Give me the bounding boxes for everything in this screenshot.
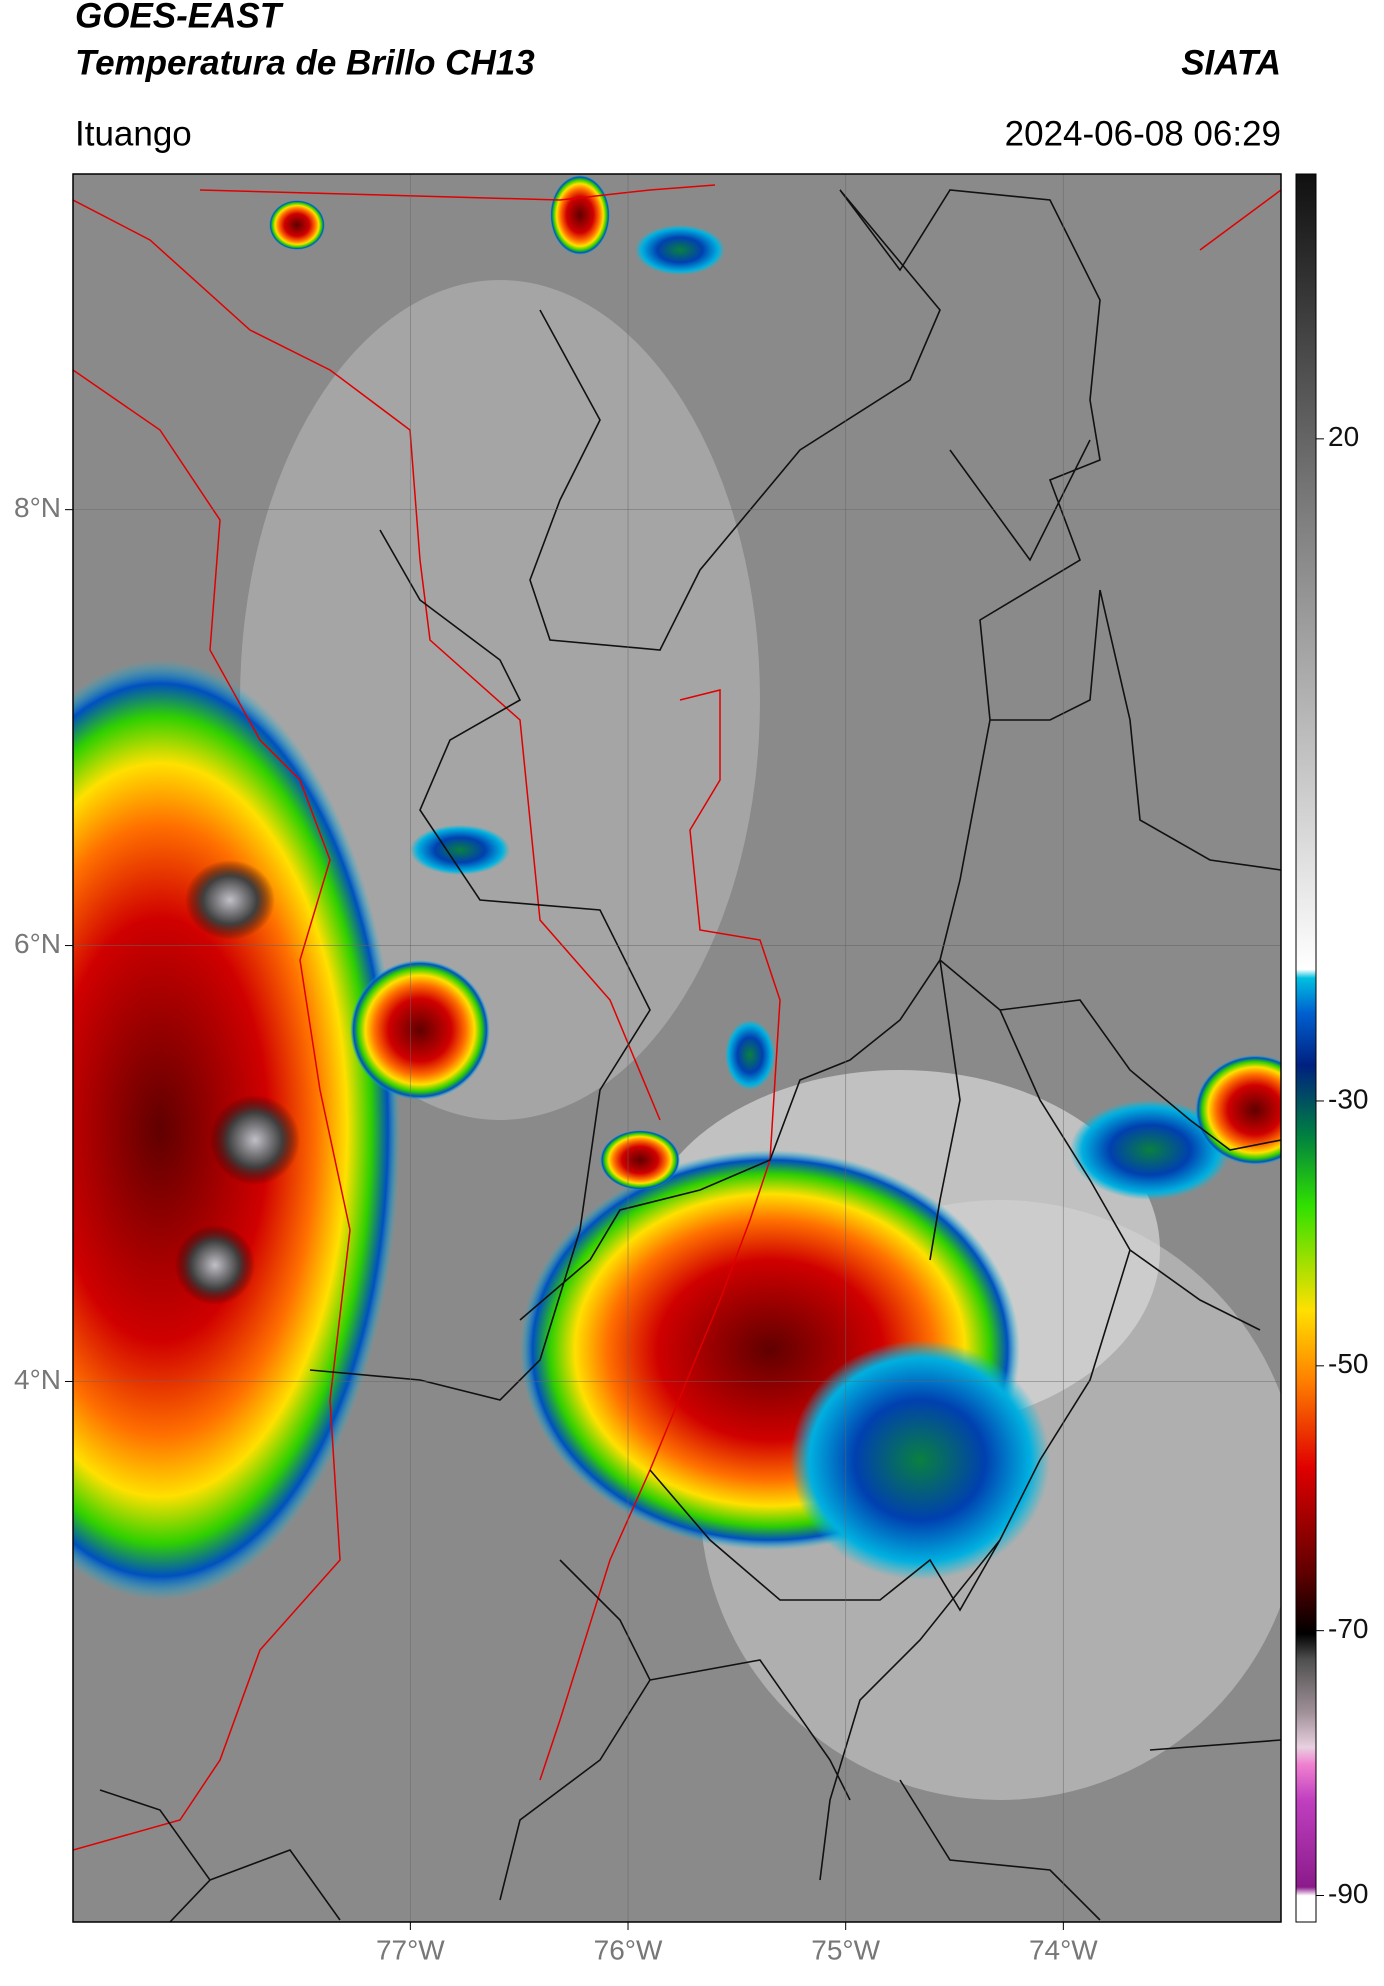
lon-tick-label: 75°W [811,1934,880,1965]
storm [269,200,325,250]
storm [1195,1055,1281,1165]
lat-tick-label: 8°N [14,492,61,523]
coastline-boundary [73,184,1281,1851]
storm [600,1130,680,1190]
grid [73,174,1281,1922]
convection [790,1340,1050,1580]
storm-core [210,1095,300,1185]
colorbar-tick-label: -90 [1328,1878,1368,1909]
convection [635,225,725,275]
colorbar-tick-label: 20 [1328,421,1359,452]
storm-core [185,860,275,940]
map-frame [72,173,1282,1923]
convection [410,825,510,875]
lat-tick-label: 6°N [14,928,61,959]
convection [1070,1100,1230,1200]
colorbar [1295,173,1317,1923]
lon-tick-label: 77°W [376,1934,445,1965]
title: GOES-EAST [75,0,284,35]
storm [350,960,490,1100]
datetime: 2024-06-08 06:29 [1005,114,1281,153]
imagery [73,174,1281,1922]
lat-tick-label: 4°N [14,1364,61,1395]
admin-boundary [99,189,1281,1922]
convection [725,1020,775,1090]
location: Ituango [75,114,192,153]
lon-tick-label: 76°W [594,1934,663,1965]
colorbar-tick-label: -50 [1328,1348,1368,1379]
source: SIATA [1181,43,1281,82]
storm [550,175,610,255]
subtitle: Temperatura de Brillo CH13 [75,43,535,82]
colorbar-tick-label: -70 [1328,1613,1368,1644]
lon-tick-label: 74°W [1029,1934,1098,1965]
storm-core [175,1225,255,1305]
colorbar-tick-label: -30 [1328,1083,1368,1114]
